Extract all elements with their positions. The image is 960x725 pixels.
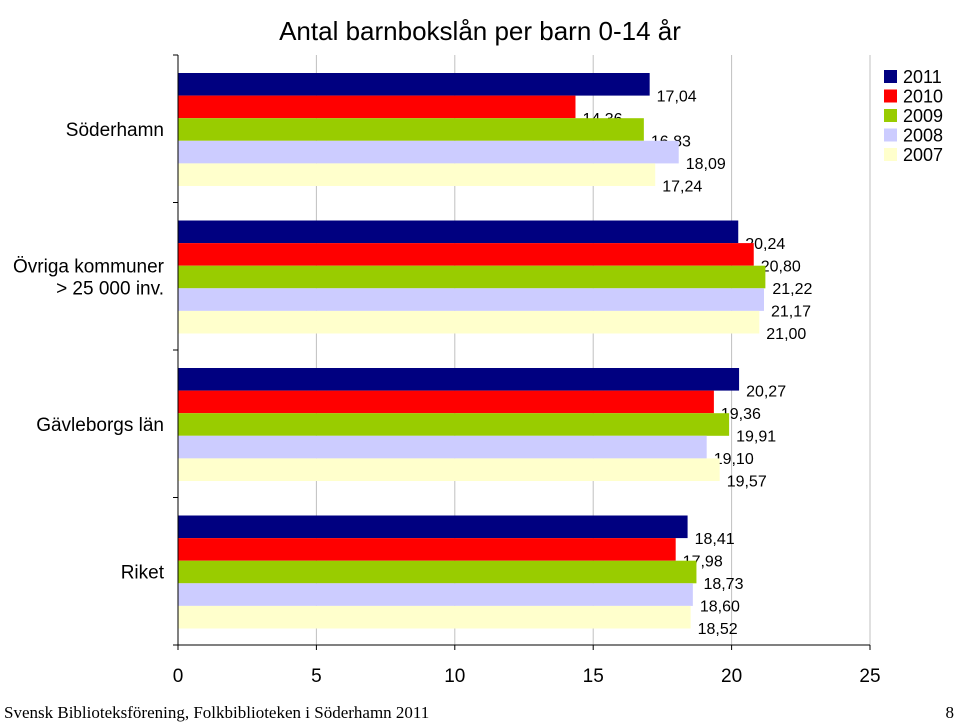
data-label: 19,57 — [727, 474, 767, 491]
data-label: 20,27 — [746, 383, 786, 400]
legend-swatch-2011 — [884, 70, 897, 83]
bar-2010 — [178, 95, 576, 119]
bar-2007 — [178, 310, 760, 334]
bars-group: 17,0414,3616,8318,0917,2420,2420,8021,22… — [178, 73, 813, 638]
x-tick-label: 5 — [311, 666, 322, 687]
bar-2009 — [178, 560, 697, 584]
x-tick-label: 15 — [583, 666, 604, 687]
category-label: > 25 000 inv. — [56, 278, 164, 299]
x-tick-label: 10 — [444, 666, 465, 687]
bar-2011 — [178, 515, 688, 539]
bar-2007 — [178, 458, 720, 481]
chart-title: Antal barnbokslån per barn 0-14 år — [279, 16, 681, 46]
legend-label: 2011 — [903, 67, 942, 87]
legend-swatch-2010 — [884, 89, 897, 103]
data-label: 19,36 — [721, 406, 761, 423]
data-label: 17,04 — [657, 88, 697, 105]
bar-2011 — [178, 368, 740, 391]
category-label: Gävleborgs län — [36, 415, 164, 436]
bar-2009 — [178, 118, 644, 141]
bar-2009 — [178, 413, 730, 436]
x-tick-label: 0 — [173, 666, 184, 687]
data-label: 18,52 — [698, 621, 738, 638]
bar-2011 — [178, 220, 739, 244]
data-label: 18,41 — [695, 531, 735, 548]
data-label: 21,00 — [766, 326, 806, 343]
category-label: Söderhamn — [66, 120, 164, 141]
category-label: Riket — [121, 562, 165, 583]
bar-2010 — [178, 390, 714, 414]
footer-page-number: 8 — [945, 703, 955, 722]
data-label: 21,22 — [772, 281, 812, 298]
data-label: 17,24 — [662, 179, 702, 196]
legend-label: 2009 — [903, 106, 943, 126]
legend-swatch-2008 — [884, 128, 897, 142]
legend-swatch-2007 — [884, 148, 897, 161]
bar-2007 — [178, 605, 691, 629]
data-label: 20,24 — [745, 236, 785, 253]
bar-2008 — [178, 583, 693, 606]
legend-swatch-2009 — [884, 109, 897, 122]
legend-label: 2007 — [903, 145, 943, 165]
category-labels: Söderhamn Övriga kommuner> 25 000 inv. Gäv… — [13, 120, 165, 584]
data-label: 18,60 — [700, 599, 740, 616]
bar-2008 — [178, 140, 679, 164]
data-label: 21,17 — [771, 304, 811, 321]
data-label: 19,91 — [736, 429, 776, 446]
data-label: 18,73 — [703, 576, 743, 593]
axes — [173, 54, 871, 650]
x-tick-labels: 0 5 10 15 20 25 — [173, 666, 881, 687]
data-label: 20,80 — [761, 258, 801, 275]
footer-source: Svensk Biblioteksförening, Folkbibliotek… — [4, 703, 430, 722]
bar-2010 — [178, 538, 676, 561]
bar-2009 — [178, 265, 766, 289]
category-label: Övriga kommuner — [13, 256, 165, 277]
bar-2008 — [178, 288, 764, 311]
bar-2010 — [178, 243, 754, 266]
bar-2011 — [178, 73, 650, 96]
legend-label: 2008 — [903, 126, 943, 146]
bar-2008 — [178, 435, 707, 459]
x-tick-label: 20 — [721, 666, 742, 687]
bar-2007 — [178, 163, 656, 186]
data-label: 18,09 — [686, 156, 726, 173]
legend-label: 2010 — [903, 87, 943, 107]
x-tick-label: 25 — [859, 666, 880, 687]
data-label: 19,10 — [714, 451, 754, 468]
